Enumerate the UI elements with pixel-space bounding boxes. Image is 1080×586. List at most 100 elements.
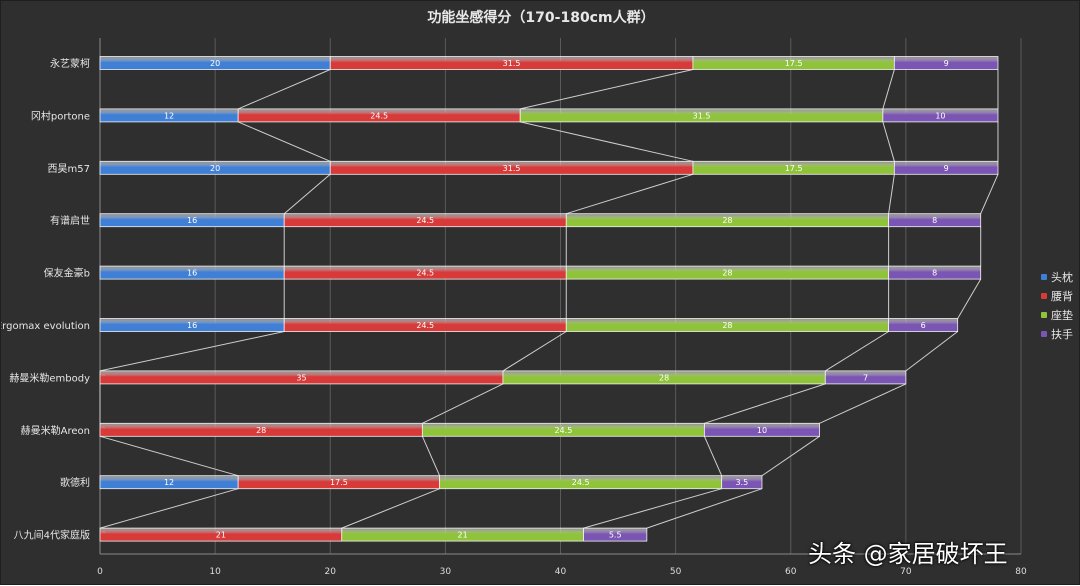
legend-label: 腰背 (1051, 289, 1073, 303)
data-label: 24.5 (416, 321, 434, 330)
x-tick-label-70: 70 (900, 567, 912, 577)
data-label: 28 (722, 269, 732, 278)
bar-segment (893, 160, 999, 175)
data-label: 16 (187, 321, 197, 330)
x-tick-label-10: 10 (209, 567, 221, 577)
data-label: 12 (164, 111, 174, 120)
data-label: 31.5 (503, 164, 521, 173)
data-label: 31.5 (693, 111, 711, 120)
x-tick-label-30: 30 (440, 567, 452, 577)
legend-item: 头枕 (1041, 267, 1073, 286)
category-label: 永艺蒙柯 (50, 57, 90, 70)
data-label: 31.5 (503, 59, 521, 68)
series-line-2-8 (583, 488, 722, 529)
legend-item: 座垫 (1041, 305, 1073, 324)
x-tick-label-0: 0 (97, 567, 103, 577)
series-line-0-8 (99, 488, 239, 529)
category-label: 保友金豪b (44, 267, 90, 280)
data-label: 24.5 (370, 111, 388, 120)
series-line-1-8 (341, 488, 440, 529)
series-line-1-1 (520, 121, 694, 162)
series-line-3-5 (905, 331, 958, 372)
data-label: 5.5 (609, 531, 622, 540)
x-tick-label-80: 80 (1015, 567, 1027, 577)
legend-label: 座垫 (1051, 308, 1073, 322)
data-label: 21 (458, 531, 468, 540)
data-label: 24.5 (554, 426, 572, 435)
legend-label: 头枕 (1051, 270, 1073, 284)
series-line-2-5 (825, 331, 889, 372)
bar-segment (721, 475, 763, 490)
x-tick-label-40: 40 (555, 567, 567, 577)
data-label: 7 (863, 373, 868, 382)
series-line-2-0 (882, 69, 895, 110)
series-line-3-8 (646, 488, 763, 529)
legend-label: 扶手 (1051, 327, 1073, 341)
data-label: 9 (944, 164, 949, 173)
series-line-3-7 (761, 435, 820, 477)
series-line-1-5 (502, 331, 567, 372)
data-label: 28 (722, 321, 732, 330)
series-line-0-1 (237, 121, 331, 162)
data-label: 35 (296, 373, 306, 382)
legend-swatch (1041, 292, 1047, 299)
series-line-0-2 (283, 173, 331, 215)
data-label: 16 (187, 216, 197, 225)
category-label: 冈村portone (31, 109, 90, 122)
data-label: 10 (935, 111, 945, 120)
category-label: Ergomax evolution (1, 321, 90, 332)
bar-segment (888, 213, 982, 228)
data-label: 16 (187, 269, 197, 278)
data-label: 3.5 (735, 478, 748, 487)
bar-segment (882, 108, 999, 123)
series-line-3-2 (980, 174, 999, 214)
x-tick-label-60: 60 (785, 567, 797, 577)
legend-swatch (1041, 330, 1047, 337)
data-label: 10 (757, 426, 767, 435)
data-label: 28 (659, 373, 669, 382)
series-line-3-4 (957, 278, 982, 319)
series-line-1-7 (421, 436, 441, 476)
chart-title: 功能坐感得分（170-180cm人群） (427, 10, 655, 26)
bar-segment (888, 318, 959, 332)
x-tick-label-50: 50 (670, 567, 682, 577)
data-label: 12 (164, 478, 174, 487)
data-label: 8 (932, 216, 937, 225)
data-label: 20 (210, 164, 220, 173)
series-line-1-6 (422, 383, 504, 424)
bar-segment (888, 265, 982, 280)
data-label: 24.5 (572, 478, 590, 487)
x-tick-label-20: 20 (325, 567, 337, 577)
data-label: 9 (944, 59, 949, 68)
data-label: 24.5 (416, 269, 434, 278)
series-line-2-6 (704, 383, 826, 424)
series-line-2-2 (888, 174, 895, 214)
legend-swatch (1041, 311, 1047, 318)
series-line-2-7 (703, 436, 723, 476)
data-label: 28 (722, 216, 732, 225)
series-line-2-1 (882, 121, 895, 162)
series-line-0-5 (99, 331, 285, 372)
data-label: 8 (932, 269, 937, 278)
series-line-0-0 (237, 69, 331, 110)
data-label: 17.5 (330, 478, 348, 487)
bar-segment (583, 527, 648, 542)
legend-item: 扶手 (1041, 324, 1073, 343)
bar-segment (704, 422, 820, 437)
legend-swatch (1041, 273, 1047, 280)
category-label: 八九间4代家庭版 (14, 529, 90, 542)
watermark: 头条 @家居破坏王 (808, 540, 1008, 568)
category-label: 赫曼米勒Areon (21, 424, 90, 437)
chart-legend: 头枕 腰背 座垫 扶手 (1041, 267, 1073, 343)
data-label: 24.5 (416, 216, 434, 225)
legend-item: 腰背 (1041, 286, 1073, 305)
data-label: 20 (210, 59, 220, 68)
category-label: 西昊m57 (48, 163, 90, 175)
bar-segment (824, 370, 907, 385)
data-label: 17.5 (785, 59, 803, 68)
data-label: 6 (921, 321, 926, 330)
series-line-1-2 (566, 173, 694, 215)
category-label: 有谱启世 (50, 214, 90, 227)
